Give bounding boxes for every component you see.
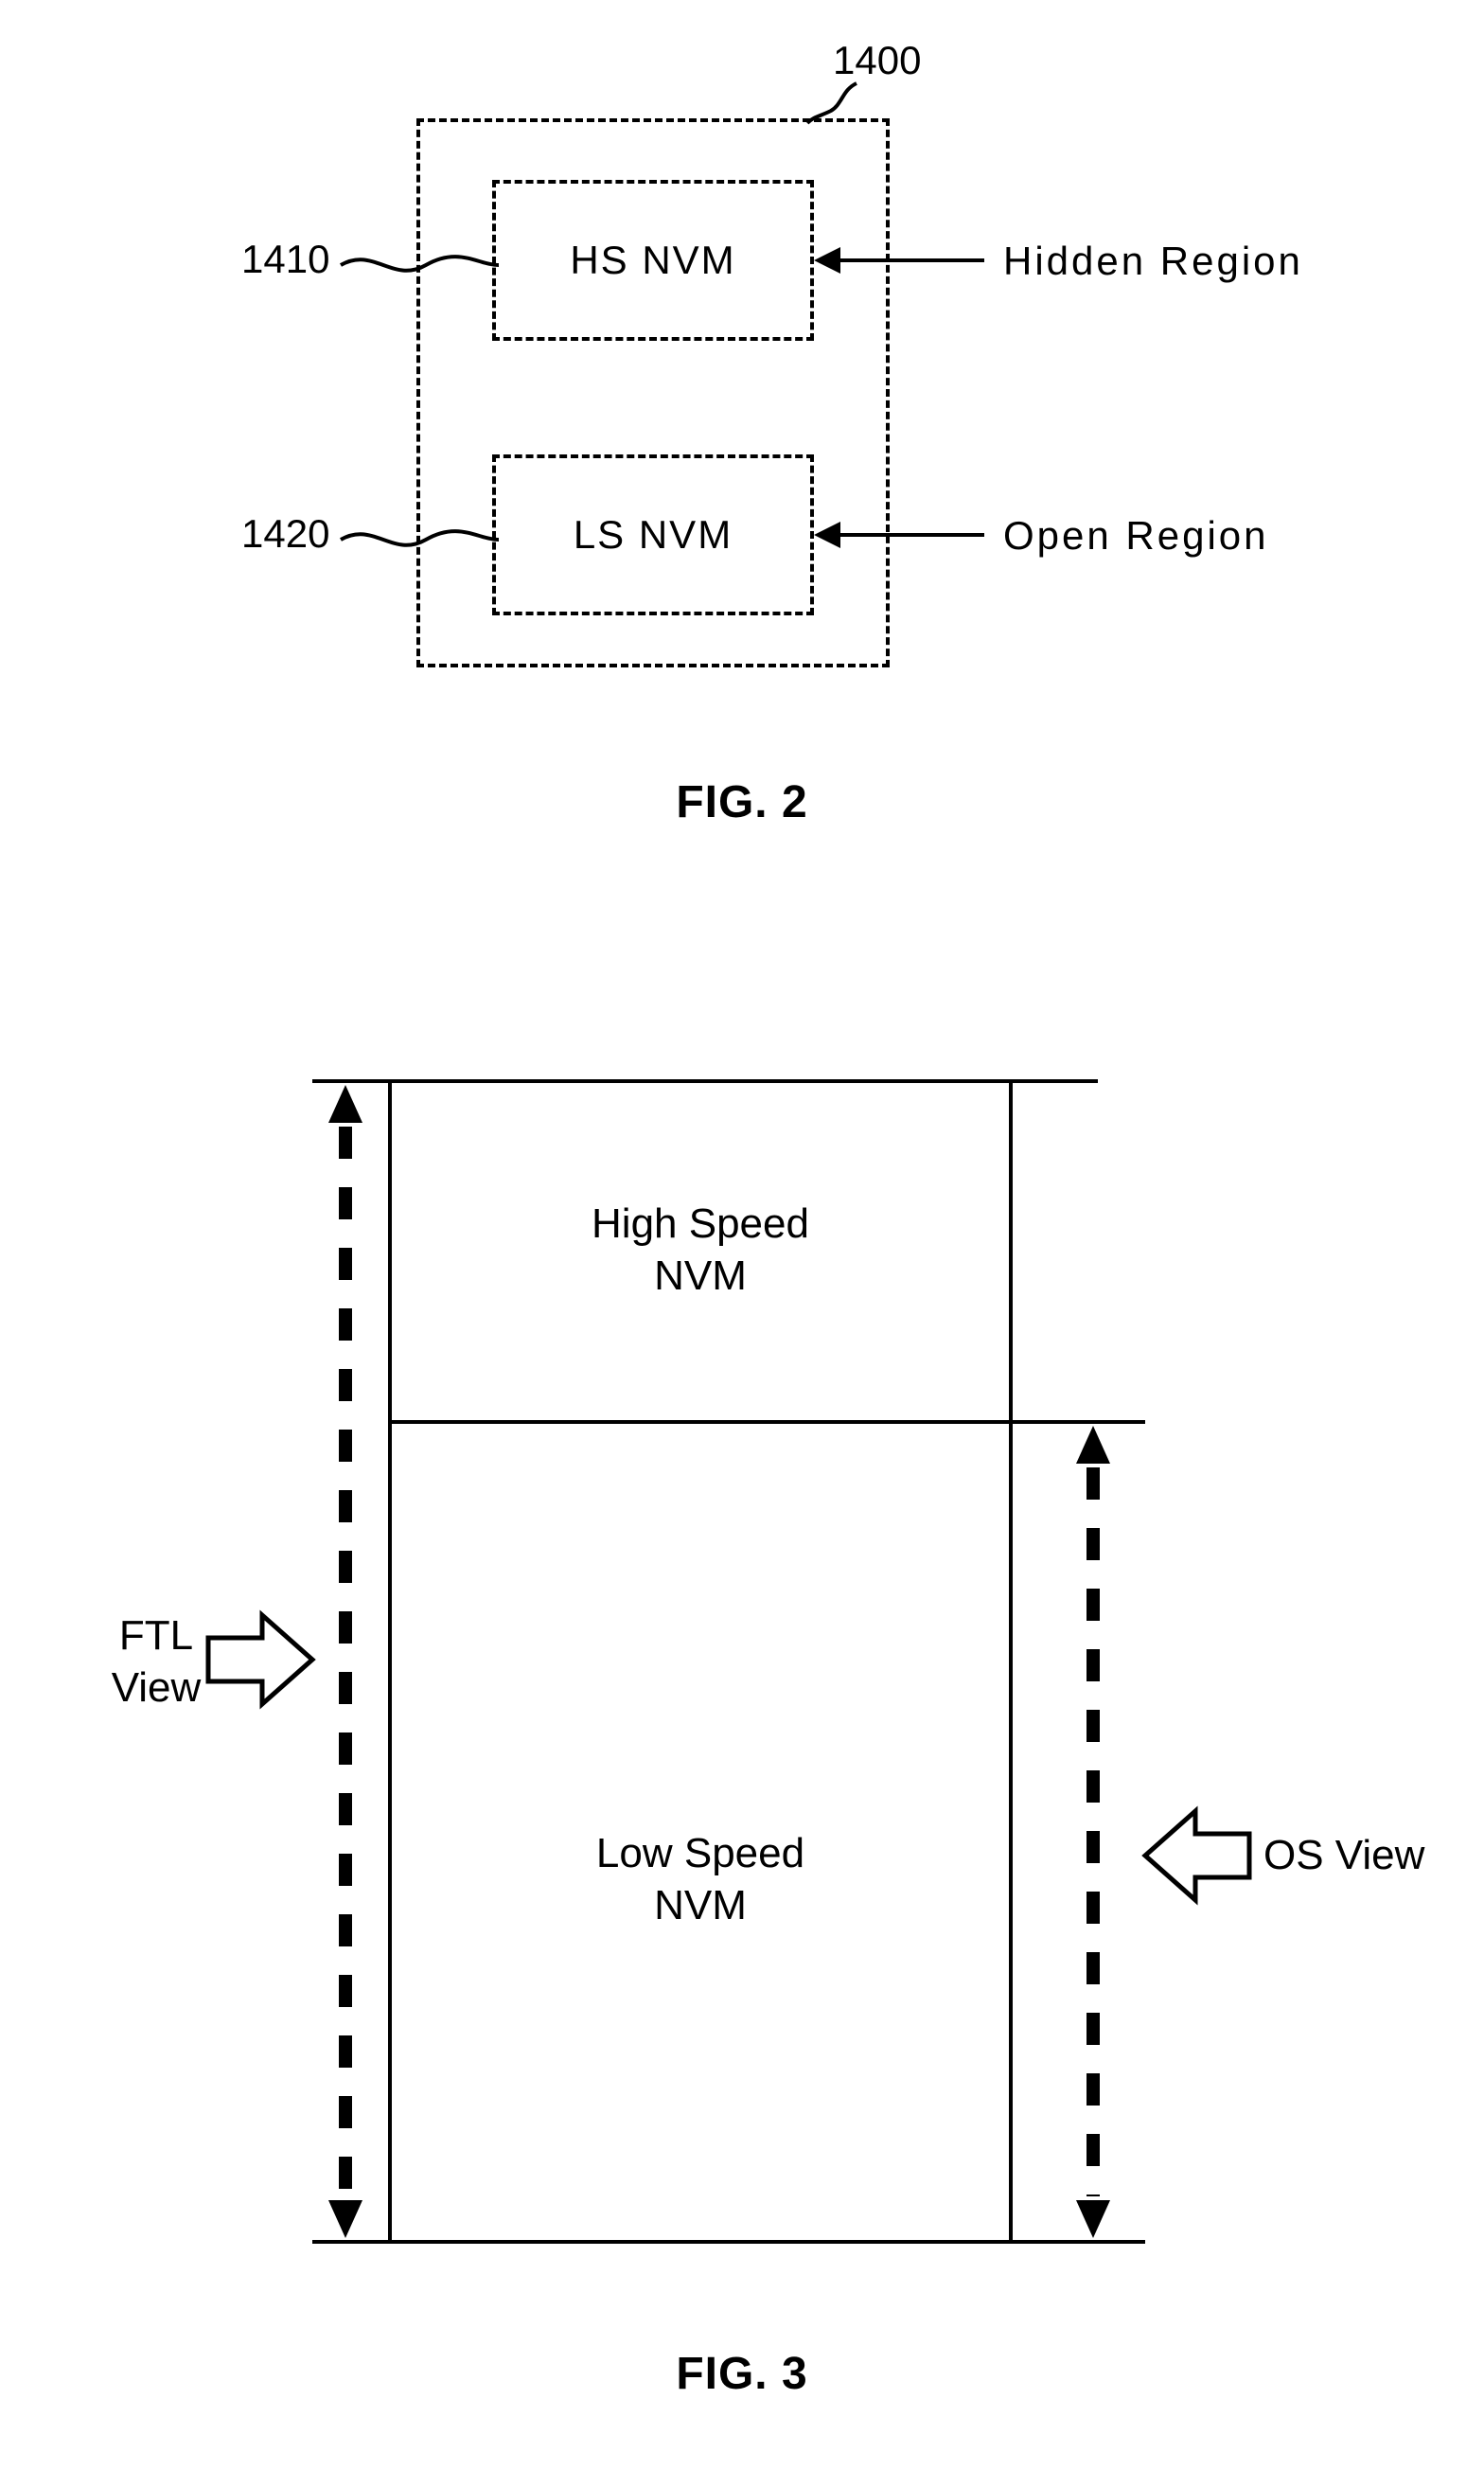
fig2-ref-1420: 1420 xyxy=(241,511,329,557)
fig2-ls-box: LS NVM xyxy=(492,454,814,615)
fig3-low-speed-l1: Low Speed xyxy=(596,1830,804,1876)
fig3-high-speed-label: High Speed NVM xyxy=(388,1198,1013,1302)
fig2-ls-box-label: LS NVM xyxy=(574,512,733,558)
fig3-high-speed-l2: NVM xyxy=(654,1253,747,1299)
fig2-caption: FIG. 2 xyxy=(0,776,1484,828)
fig3-high-speed-l1: High Speed xyxy=(592,1200,809,1247)
fig2-ref-1420-leader xyxy=(336,516,502,563)
fig3-top-rule xyxy=(312,1079,1098,1083)
fig3-low-speed-label: Low Speed NVM xyxy=(388,1827,1013,1931)
fig2-hidden-region-label: Hidden Region xyxy=(1003,239,1303,284)
fig3-split-rule xyxy=(388,1420,1145,1424)
fig3-os-range-arrow xyxy=(1069,1420,1117,2244)
fig3-ftl-range-arrow xyxy=(322,1079,369,2244)
fig2-ref-1410: 1410 xyxy=(241,237,329,282)
fig3-ftl-l2: View xyxy=(112,1664,202,1711)
fig3-os-label: OS View xyxy=(1263,1832,1424,1879)
fig2-hs-box-label: HS NVM xyxy=(570,238,735,283)
fig3-ftl-l1: FTL xyxy=(119,1612,193,1659)
fig2-ref-1400-leader xyxy=(804,80,890,137)
fig3-ftl-block-arrow xyxy=(203,1608,317,1712)
fig2-open-region-label: Open Region xyxy=(1003,513,1269,559)
fig2-ref-1400: 1400 xyxy=(833,38,921,83)
fig2-hs-box: HS NVM xyxy=(492,180,814,341)
fig3-caption: FIG. 3 xyxy=(0,2348,1484,2400)
fig3-os-block-arrow xyxy=(1140,1804,1254,1908)
fig3-low-speed-l2: NVM xyxy=(654,1882,747,1928)
fig3-ftl-label: FTL View xyxy=(104,1609,208,1714)
fig3-bottom-rule xyxy=(312,2240,1145,2244)
fig2-ref-1410-leader xyxy=(336,241,502,289)
